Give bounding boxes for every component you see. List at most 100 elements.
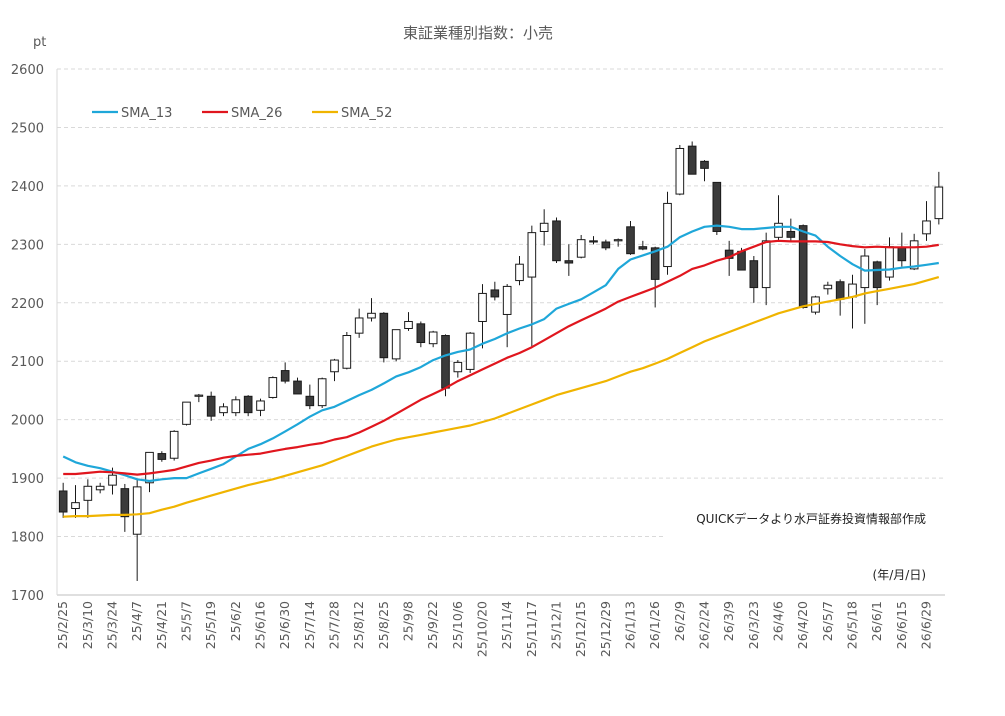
- candle-body: [256, 400, 265, 411]
- candle-body: [404, 320, 413, 329]
- candle-body: [737, 250, 746, 271]
- y-tick-label: 1800: [11, 531, 44, 546]
- x-tick-label: 25/11/4: [499, 601, 514, 649]
- moving-average-lines: [62, 224, 940, 518]
- y-tick-label: 2200: [11, 297, 44, 312]
- x-tick-label: 26/2/24: [697, 601, 712, 649]
- candle-body: [354, 317, 364, 334]
- chart-title: 東証業種別指数：小売: [403, 24, 553, 42]
- x-tick-label: 26/6/29: [919, 601, 934, 649]
- legend-label: SMA_26: [231, 106, 282, 121]
- candle-body: [490, 289, 500, 298]
- x-tick-label: 25/5/19: [203, 601, 218, 649]
- candle-body: [71, 502, 80, 510]
- candle-body: [909, 240, 919, 270]
- candle-body: [872, 261, 882, 289]
- x-tick-label: 25/3/24: [105, 601, 120, 649]
- date-axis-label: (年/月/日): [873, 568, 926, 582]
- sma-line: [63, 239, 939, 476]
- candle-body: [182, 401, 191, 425]
- x-tick-label: 26/5/7: [820, 601, 835, 641]
- x-tick-label: 25/3/10: [80, 601, 95, 649]
- candle-body: [280, 370, 290, 382]
- candle-body: [564, 260, 574, 264]
- y-tick-label: 1700: [11, 589, 44, 604]
- legend-label: SMA_13: [121, 106, 172, 121]
- candle-body: [675, 147, 685, 195]
- candle-body: [169, 430, 179, 459]
- x-tick-label: 25/2/25: [55, 601, 70, 649]
- x-tick-label: 25/7/28: [327, 601, 342, 649]
- candle-body: [317, 378, 327, 407]
- x-tick-label: 26/2/9: [672, 601, 687, 641]
- x-tick-label: 25/6/2: [228, 601, 243, 641]
- candle-body: [231, 399, 241, 414]
- source-note: QUICKデータより水戸証券投資情報部作成: [696, 511, 926, 526]
- candle-body: [206, 395, 216, 417]
- candle-body: [601, 241, 611, 249]
- x-tick-label: 26/1/13: [623, 601, 638, 649]
- candle-body: [589, 240, 598, 243]
- x-tick-label: 26/1/26: [647, 601, 662, 649]
- x-tick-label: 26/4/20: [795, 601, 810, 649]
- candle-body: [527, 232, 537, 278]
- candle-body: [798, 225, 808, 308]
- y-axis-ticks: 1700 1800 1900 2000 2100 2200 2300 2400 2500 2600: [11, 63, 44, 604]
- x-tick-label: 25/9/8: [401, 601, 416, 641]
- candle-body: [860, 255, 870, 289]
- x-tick-label: 25/5/7: [179, 601, 194, 641]
- x-tick-label: 26/5/18: [845, 601, 860, 649]
- candle-body: [342, 335, 352, 369]
- candle-body: [576, 239, 586, 258]
- candle-body: [120, 488, 130, 518]
- candle-body: [650, 247, 660, 280]
- y-tick-label: 2000: [11, 414, 44, 429]
- candle-body: [132, 486, 142, 535]
- candle-body: [502, 285, 512, 315]
- candle-body: [552, 220, 561, 262]
- candle-body: [638, 246, 648, 250]
- candle-body: [539, 222, 549, 232]
- y-unit-label: pt: [33, 35, 46, 50]
- y-tick-label: 1900: [11, 472, 44, 487]
- candle-body: [613, 239, 623, 242]
- x-tick-label: 25/8/25: [376, 601, 391, 649]
- sma-line: [62, 224, 939, 483]
- candle-body: [441, 335, 450, 389]
- x-tick-label: 25/7/14: [302, 601, 317, 649]
- y-tick-label: 2400: [11, 180, 44, 195]
- x-tick-label: 26/3/23: [746, 601, 761, 649]
- candle-body: [367, 312, 376, 319]
- y-tick-label: 2500: [11, 121, 44, 136]
- candle-body: [219, 406, 228, 414]
- candle-body: [453, 361, 463, 373]
- candle-body: [885, 246, 894, 278]
- x-tick-label: 25/12/29: [598, 601, 613, 657]
- candle-body: [243, 395, 253, 414]
- legend: SMA_13 SMA_26 SMA_52: [92, 106, 392, 121]
- candle-body: [663, 202, 672, 268]
- legend-label: SMA_52: [341, 106, 392, 121]
- candle-body: [305, 395, 315, 407]
- x-tick-label: 25/12/15: [573, 601, 588, 657]
- source-note-box: [663, 505, 945, 555]
- x-tick-label: 26/4/6: [771, 601, 786, 641]
- candle-body: [749, 260, 759, 289]
- candle-body: [897, 247, 907, 262]
- candle-body: [416, 323, 426, 344]
- candle-body: [194, 394, 204, 397]
- candles: [58, 141, 944, 581]
- x-tick-label: 25/12/1: [549, 601, 564, 649]
- x-axis-ticks: 25/2/25 25/3/10 25/3/24 25/4/7 25/4/21 25/5/7…: [55, 601, 933, 657]
- candle-body: [786, 230, 796, 238]
- x-tick-label: 25/4/21: [154, 601, 169, 649]
- candle-body: [108, 474, 117, 486]
- x-tick-label: 25/8/12: [351, 601, 366, 649]
- y-tick-label: 2600: [11, 63, 44, 78]
- candle-body: [58, 490, 68, 513]
- candle-body: [712, 181, 722, 232]
- x-tick-label: 25/6/16: [253, 601, 268, 649]
- x-tick-label: 26/6/1: [869, 601, 884, 641]
